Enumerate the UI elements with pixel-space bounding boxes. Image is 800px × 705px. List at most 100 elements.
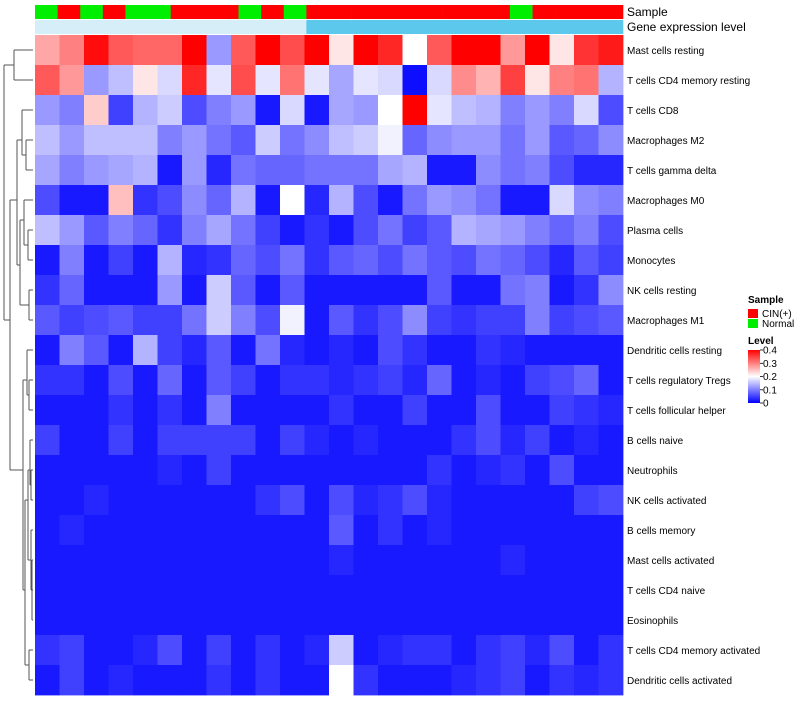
heatmap-cell (353, 305, 379, 336)
row-label: Neutrophils (627, 466, 678, 477)
heatmap-cell (133, 455, 158, 486)
heatmap-cell (451, 65, 477, 96)
heatmap-cell (255, 665, 281, 696)
heatmap-cell (574, 605, 599, 636)
sample-track-label: Sample (627, 5, 668, 19)
heatmap-cell (59, 245, 85, 276)
heatmap-cell (427, 575, 452, 606)
heatmap-cell (59, 335, 85, 366)
heatmap-cell (598, 335, 624, 366)
heatmap-cell (231, 485, 256, 516)
heatmap-cell (476, 155, 501, 186)
heatmap-cell (280, 95, 305, 126)
sample-annotation-cell (464, 5, 488, 19)
heatmap-cell (280, 515, 305, 546)
heatmap-cell (427, 635, 452, 666)
heatmap-cell (304, 245, 330, 276)
heatmap-cell (378, 455, 403, 486)
heatmap-cell (451, 305, 477, 336)
heatmap-cell (182, 125, 207, 156)
heatmap-cell (35, 605, 60, 636)
heatmap-cell (353, 425, 379, 456)
legend-sample-swatch (748, 319, 758, 328)
heatmap-cell (108, 245, 134, 276)
heatmap-cell (84, 425, 109, 456)
heatmap-cell (402, 395, 428, 426)
heatmap-cell (133, 365, 158, 396)
heatmap-cell (108, 455, 134, 486)
heatmap-cell (476, 275, 501, 306)
heatmap-cell (35, 95, 60, 126)
heatmap-cell (451, 395, 477, 426)
heatmap-cell (598, 365, 624, 396)
heatmap-cell (353, 125, 379, 156)
row-label: T cells CD4 memory resting (627, 76, 750, 87)
heatmap-cell (378, 575, 403, 606)
heatmap-cell (500, 605, 526, 636)
heatmap-cell (598, 635, 624, 666)
heatmap-cell (427, 515, 452, 546)
expression-annotation-cell (555, 20, 579, 34)
heatmap-cell (329, 515, 354, 546)
heatmap-cell (574, 545, 599, 576)
sample-annotation-cell (215, 5, 239, 19)
heatmap-cell (157, 365, 183, 396)
heatmap-cell (231, 215, 256, 246)
heatmap-cell (231, 605, 256, 636)
sample-annotation-cell (80, 5, 104, 19)
heatmap-cell (549, 605, 575, 636)
expression-annotation-cell (215, 20, 239, 34)
heatmap-cell (206, 365, 232, 396)
heatmap-cell (206, 485, 232, 516)
heatmap-cell (304, 215, 330, 246)
sample-annotation-cell (306, 5, 330, 19)
heatmap-cell (206, 125, 232, 156)
heatmap-cell (329, 545, 354, 576)
heatmap-cell (476, 35, 501, 66)
heatmap-cell (84, 215, 109, 246)
heatmap-cell (304, 485, 330, 516)
heatmap-cell (182, 365, 207, 396)
heatmap-cell (451, 545, 477, 576)
heatmap-cell (500, 365, 526, 396)
heatmap-cell (304, 575, 330, 606)
heatmap-cell (549, 35, 575, 66)
heatmap-cell (598, 185, 624, 216)
annotation-tracks (35, 5, 624, 34)
expression-annotation-cell (329, 20, 352, 34)
row-dendrogram (3, 49, 33, 681)
heatmap-cell (182, 635, 207, 666)
heatmap-cell (280, 155, 305, 186)
heatmap-cell (476, 425, 501, 456)
heatmap-cell (500, 35, 526, 66)
heatmap-cell (549, 425, 575, 456)
heatmap-cell (59, 185, 85, 216)
heatmap-cell (525, 335, 550, 366)
heatmap-cell (108, 635, 134, 666)
heatmap-cell (598, 215, 624, 246)
heatmap-cell (35, 515, 60, 546)
heatmap-cell (451, 215, 477, 246)
heatmap-cell (304, 335, 330, 366)
heatmap-cell (280, 65, 305, 96)
heatmap-cell (378, 665, 403, 696)
heatmap-cell (329, 365, 354, 396)
row-label: Dendritic cells resting (627, 346, 722, 357)
heatmap-cell (353, 455, 379, 486)
heatmap-cell (476, 665, 501, 696)
heatmap-cell (525, 425, 550, 456)
expression-annotation-cell (487, 20, 511, 34)
heatmap-cell (329, 215, 354, 246)
heatmap-cell (500, 545, 526, 576)
heatmap-cell (231, 365, 256, 396)
heatmap-cell (182, 485, 207, 516)
heatmap-cell (353, 35, 379, 66)
heatmap-cell (59, 65, 85, 96)
heatmap-cell (35, 365, 60, 396)
heatmap-cell (574, 275, 599, 306)
heatmap-cell (353, 335, 379, 366)
heatmap-cell (59, 275, 85, 306)
heatmap-cell (59, 305, 85, 336)
sample-annotation-cell (329, 5, 352, 19)
heatmap-cell (598, 275, 624, 306)
